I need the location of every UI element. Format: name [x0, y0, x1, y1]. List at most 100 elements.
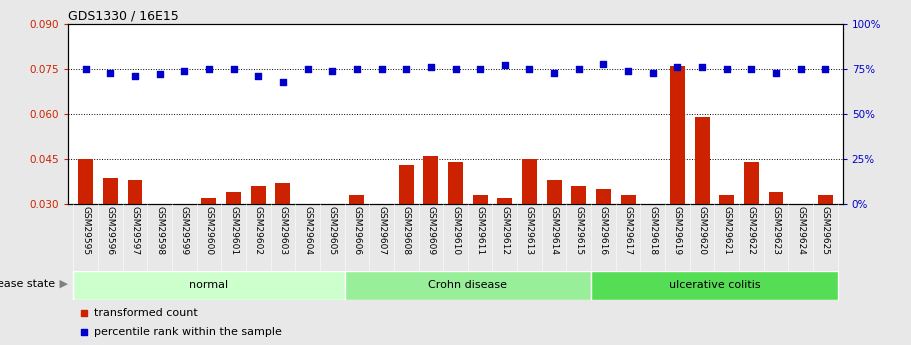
Bar — [547, 180, 561, 204]
Point — [620, 68, 635, 73]
Point — [350, 66, 364, 72]
Text: GSM29622: GSM29622 — [747, 206, 756, 255]
Bar — [251, 186, 266, 204]
Point — [744, 66, 759, 72]
Text: GSM29618: GSM29618 — [649, 206, 658, 255]
Point — [547, 70, 561, 75]
Bar — [350, 195, 364, 204]
Text: GSM29603: GSM29603 — [279, 206, 287, 255]
Text: GDS1330 / 16E15: GDS1330 / 16E15 — [68, 10, 179, 23]
Bar — [325, 204, 340, 266]
Bar — [769, 191, 783, 204]
Point — [522, 66, 537, 72]
Bar — [128, 180, 142, 204]
Text: GSM29609: GSM29609 — [426, 206, 435, 255]
Point — [128, 73, 142, 79]
Text: GSM29602: GSM29602 — [253, 206, 262, 255]
Bar — [793, 204, 808, 257]
Text: GSM29615: GSM29615 — [574, 206, 583, 255]
Bar — [620, 195, 636, 204]
Point — [596, 61, 610, 66]
Point — [325, 68, 340, 73]
Point — [399, 66, 414, 72]
Text: GSM29616: GSM29616 — [599, 206, 608, 255]
Text: GSM29613: GSM29613 — [525, 206, 534, 255]
Text: GSM29611: GSM29611 — [476, 206, 485, 255]
Bar — [399, 165, 414, 204]
Point — [818, 66, 833, 72]
Text: GSM29605: GSM29605 — [328, 206, 337, 255]
Text: GSM29607: GSM29607 — [377, 206, 386, 255]
Point — [103, 70, 118, 75]
Bar — [720, 195, 734, 204]
Text: GSM29620: GSM29620 — [698, 206, 707, 255]
Text: GSM29612: GSM29612 — [500, 206, 509, 255]
Bar — [344, 271, 591, 300]
Point — [77, 310, 91, 315]
Text: GSM29606: GSM29606 — [353, 206, 362, 255]
Bar — [695, 117, 710, 204]
Bar — [571, 186, 586, 204]
Point — [571, 66, 586, 72]
Bar — [374, 204, 389, 257]
Point — [201, 66, 216, 72]
Point — [646, 70, 660, 75]
Point — [448, 66, 463, 72]
Point — [793, 66, 808, 72]
Point — [152, 72, 167, 77]
Text: normal: normal — [189, 280, 229, 290]
Bar — [591, 271, 838, 300]
Text: GSM29599: GSM29599 — [179, 206, 189, 255]
Text: percentile rank within the sample: percentile rank within the sample — [94, 327, 281, 337]
Text: GSM29617: GSM29617 — [624, 206, 632, 255]
Point — [77, 330, 91, 335]
Text: GSM29601: GSM29601 — [229, 206, 238, 255]
Text: ▶: ▶ — [56, 279, 68, 289]
Point — [424, 65, 438, 70]
Point — [720, 66, 734, 72]
Point — [473, 66, 487, 72]
Bar — [424, 156, 438, 204]
Bar — [177, 204, 191, 266]
Bar — [448, 162, 463, 204]
Point — [226, 66, 241, 72]
Point — [78, 66, 93, 72]
Text: GSM29598: GSM29598 — [155, 206, 164, 255]
Bar — [497, 198, 512, 204]
Text: GSM29604: GSM29604 — [303, 206, 312, 255]
Point — [695, 65, 710, 70]
Text: GSM29610: GSM29610 — [451, 206, 460, 255]
Bar — [73, 271, 344, 300]
Bar — [818, 195, 833, 204]
Text: GSM29595: GSM29595 — [81, 206, 90, 255]
Point — [276, 79, 291, 84]
Point — [769, 70, 783, 75]
Bar — [596, 189, 611, 204]
Bar — [744, 162, 759, 204]
Bar — [522, 159, 537, 204]
Text: disease state: disease state — [0, 279, 55, 289]
Point — [177, 68, 191, 73]
Text: GSM29596: GSM29596 — [106, 206, 115, 255]
Text: GSM29619: GSM29619 — [673, 206, 682, 255]
Text: GSM29621: GSM29621 — [722, 206, 732, 255]
Bar — [670, 66, 685, 204]
Bar — [152, 204, 167, 269]
Bar — [300, 204, 315, 269]
Text: GSM29625: GSM29625 — [821, 206, 830, 255]
Bar — [645, 204, 660, 257]
Bar — [78, 159, 93, 204]
Text: GSM29614: GSM29614 — [549, 206, 558, 255]
Bar — [226, 191, 241, 204]
Point — [374, 66, 389, 72]
Text: transformed count: transformed count — [94, 308, 198, 318]
Text: ulcerative colitis: ulcerative colitis — [669, 280, 761, 290]
Text: Crohn disease: Crohn disease — [428, 280, 507, 290]
Bar — [473, 195, 487, 204]
Point — [670, 65, 685, 70]
Text: GSM29600: GSM29600 — [204, 206, 213, 255]
Point — [251, 73, 265, 79]
Bar — [201, 198, 216, 204]
Bar — [275, 183, 291, 204]
Text: GSM29624: GSM29624 — [796, 206, 805, 255]
